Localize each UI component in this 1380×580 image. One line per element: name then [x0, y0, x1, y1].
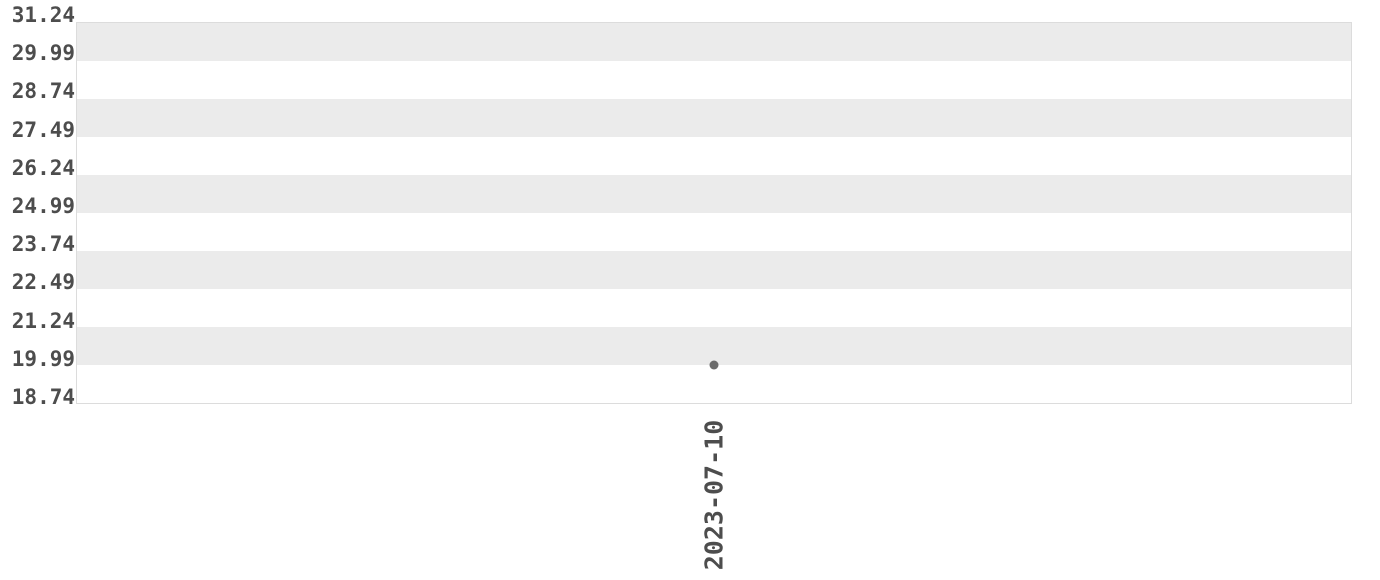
y-axis-tick-label: 19.99 — [11, 346, 75, 371]
grid-band — [77, 23, 1351, 61]
y-axis-tick-label: 28.74 — [11, 79, 75, 104]
data-point-marker[interactable] — [709, 360, 719, 370]
x-axis-tick-label: 2023-07-10 — [699, 419, 729, 571]
grid-band — [77, 61, 1351, 99]
y-axis-tick-label: 27.49 — [11, 117, 75, 142]
grid-band — [77, 175, 1351, 213]
y-axis-tick-label: 21.24 — [11, 308, 75, 333]
y-axis-tick-label: 23.74 — [11, 232, 75, 257]
grid-band — [77, 327, 1351, 365]
y-axis-tick-label: 26.24 — [11, 155, 75, 180]
grid-band — [77, 213, 1351, 251]
grid-band — [77, 137, 1351, 175]
plot-area — [76, 22, 1352, 404]
grid-band — [77, 251, 1351, 289]
grid-band — [77, 365, 1351, 403]
grid-band — [77, 289, 1351, 327]
grid-band — [77, 99, 1351, 137]
y-axis-tick-label: 22.49 — [11, 270, 75, 295]
y-axis-tick-label: 24.99 — [11, 194, 75, 218]
y-axis-tick-label: 18.74 — [11, 385, 75, 409]
y-axis-tick-label: 29.99 — [11, 41, 75, 66]
y-axis-tick-label: 31.24 — [11, 3, 75, 27]
